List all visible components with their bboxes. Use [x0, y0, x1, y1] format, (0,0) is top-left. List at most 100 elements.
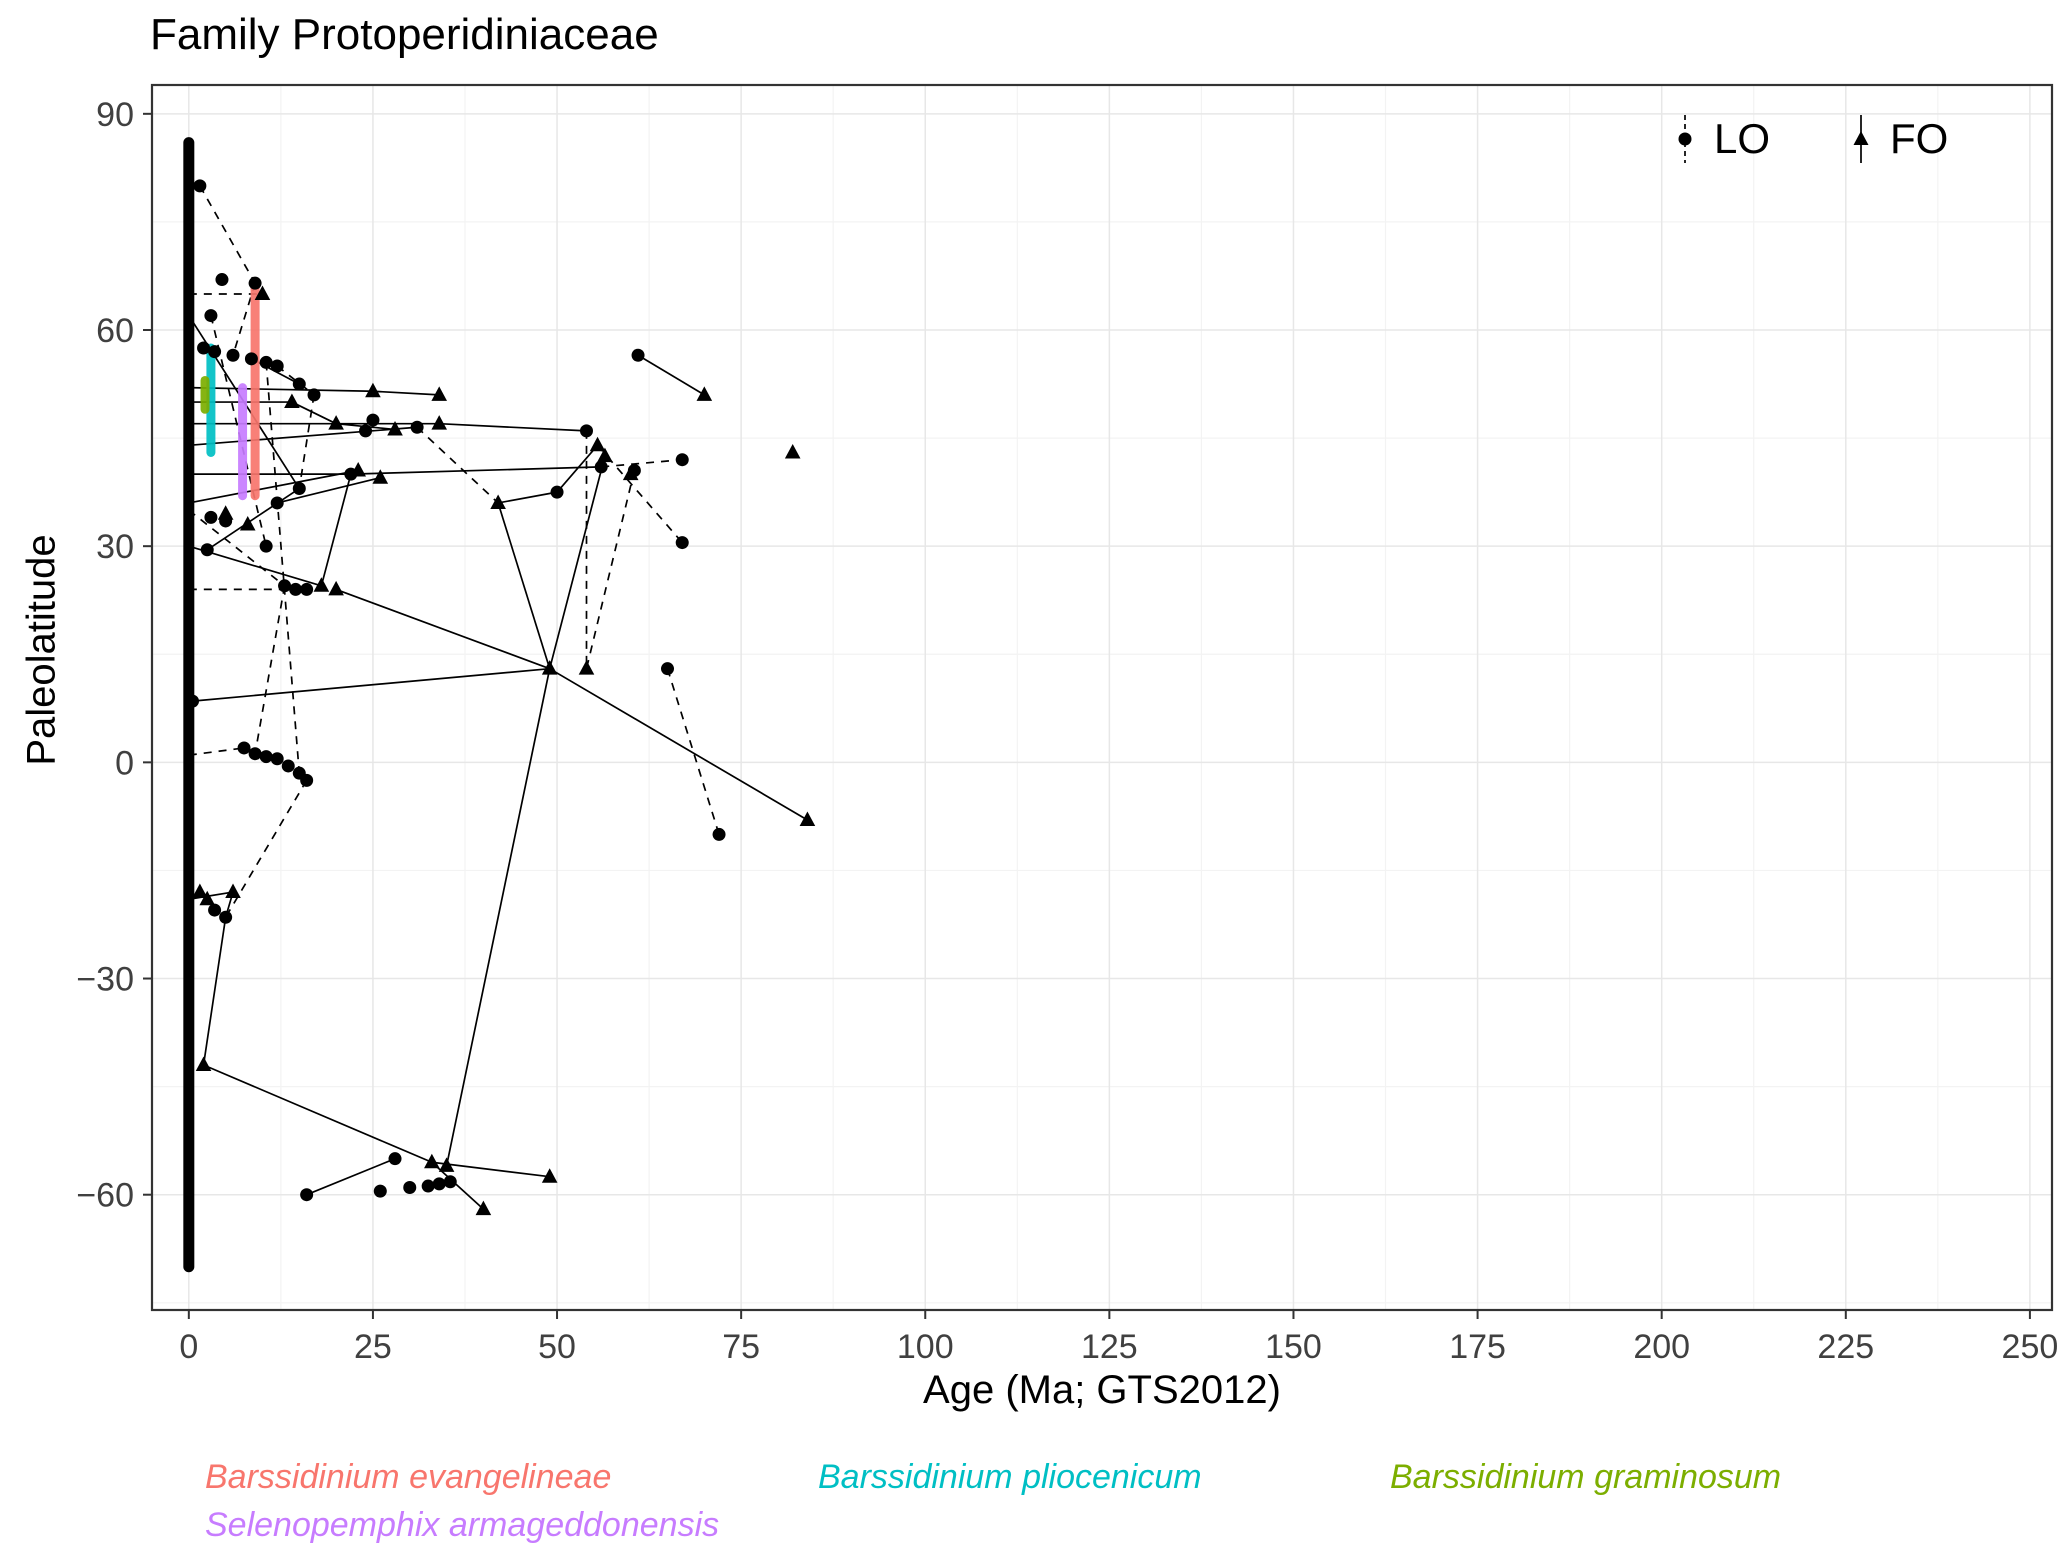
lo-point — [307, 388, 321, 402]
lo-point — [289, 582, 303, 596]
lo-marker-icon — [1678, 115, 1692, 163]
range-line-solid — [637, 354, 705, 396]
fo-point — [597, 447, 613, 463]
fo-point — [328, 580, 344, 596]
lo-point — [300, 582, 314, 596]
lo-point — [226, 348, 240, 362]
y-axis-title: Paleolatitude — [19, 534, 64, 766]
fo-point — [254, 285, 271, 300]
lo-point — [373, 1184, 387, 1198]
y-tick-label: 60 — [96, 312, 134, 350]
range-line-solid — [206, 487, 300, 551]
fo-point — [225, 883, 241, 899]
range-line-dashed — [188, 747, 245, 756]
fo-point — [387, 420, 403, 436]
fo-point — [589, 436, 606, 452]
lo-point — [675, 453, 689, 467]
lo-point — [278, 579, 292, 593]
fo-point — [424, 1153, 440, 1169]
legend-item-lo: LO — [1672, 112, 1770, 166]
fo-point — [431, 415, 448, 430]
range-line-solid — [188, 469, 359, 504]
lo-point — [432, 1177, 446, 1191]
fo-marker-icon — [1853, 115, 1869, 163]
lo-point — [579, 424, 593, 438]
x-tick-label: 175 — [1449, 1328, 1506, 1366]
range-line-solid — [203, 1064, 433, 1164]
lo-point — [270, 359, 284, 373]
fo-point — [475, 1200, 492, 1216]
lo-point — [215, 273, 229, 287]
range-line-dashed — [254, 585, 286, 754]
fo-point — [328, 415, 344, 430]
fo-point — [199, 890, 216, 906]
lo-point — [550, 485, 564, 499]
range-line-solid — [192, 667, 550, 702]
legend: LO FO — [1672, 112, 1948, 166]
lo-point — [631, 348, 645, 362]
range-line-dashed — [199, 185, 256, 284]
fo-point — [438, 1157, 455, 1172]
x-tick-label: 250 — [2002, 1328, 2059, 1366]
fo-point — [217, 505, 234, 520]
legend-label-fo: FO — [1890, 115, 1949, 162]
lo-point — [300, 773, 314, 787]
lo-point — [300, 1188, 314, 1202]
x-tick-label: 25 — [354, 1328, 392, 1366]
lo-point — [675, 536, 689, 550]
range-line-dashed — [416, 426, 499, 504]
range-line-dashed — [232, 282, 256, 356]
lo-point — [410, 420, 424, 434]
y-tick-label: 90 — [96, 96, 134, 134]
x-tick-label: 225 — [1817, 1328, 1874, 1366]
range-line-solid — [291, 401, 337, 425]
lo-point — [270, 752, 284, 766]
range-line-solid — [320, 473, 352, 587]
range-line-solid — [497, 491, 558, 504]
fo-point — [578, 660, 595, 675]
fo-point — [622, 465, 639, 481]
panel-background — [152, 85, 2052, 1310]
fo-point — [541, 1168, 558, 1183]
range-line-dashed — [276, 365, 315, 396]
range-line-solid — [306, 1157, 396, 1196]
range-line-solid — [188, 891, 234, 901]
fo-point — [350, 462, 367, 477]
fo-point — [784, 444, 801, 459]
lo-point — [186, 694, 200, 708]
lo-point — [244, 352, 258, 366]
fo-point — [799, 811, 816, 826]
lo-point — [292, 482, 306, 496]
lo-point — [208, 903, 222, 917]
range-line-dashed — [210, 315, 267, 547]
fo-point — [372, 469, 389, 484]
range-line-dashed — [298, 394, 315, 489]
lo-point — [594, 460, 608, 474]
y-tick-label: 30 — [96, 528, 134, 566]
range-line-solid — [188, 386, 373, 393]
range-line-solid — [445, 668, 551, 1167]
y-tick-label: 0 — [115, 744, 134, 782]
fo-point — [696, 386, 713, 401]
fo-point — [239, 516, 256, 531]
lo-point — [421, 1179, 435, 1193]
range-line-solid — [202, 917, 227, 1066]
legend-label-lo: LO — [1714, 115, 1771, 162]
range-line-solid — [372, 390, 440, 396]
lo-point — [388, 1152, 402, 1166]
range-line-solid — [549, 667, 808, 821]
fo-point — [365, 382, 381, 398]
y-tick-label: −60 — [76, 1177, 134, 1215]
fo-point — [431, 386, 448, 401]
range-line-solid — [548, 455, 606, 669]
lo-point — [208, 345, 222, 359]
range-line-solid — [431, 1161, 550, 1178]
range-line-solid — [556, 444, 599, 493]
x-axis-title: Age (Ma; GTS2012) — [923, 1368, 1281, 1412]
chart-title: Family Protoperidiniaceae — [150, 10, 659, 59]
range-line-solid — [439, 422, 587, 432]
range-line-solid — [335, 588, 550, 670]
lo-point — [248, 747, 262, 761]
range-line-dashed — [601, 458, 683, 468]
